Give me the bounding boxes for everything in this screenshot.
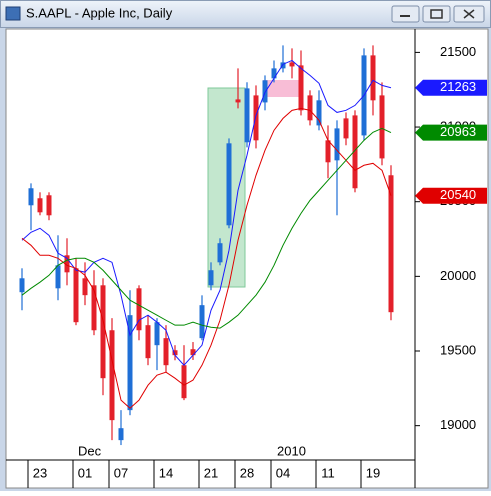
candle-body: [91, 285, 97, 331]
close-glyph: [463, 9, 475, 19]
candle-body: [325, 140, 331, 163]
maximize-button[interactable]: [422, 5, 451, 23]
candle-body: [163, 338, 169, 366]
month-label: Dec: [78, 443, 102, 458]
candle-body: [64, 255, 70, 273]
candle-body: [388, 175, 394, 313]
y-tick-label: 21500: [440, 44, 476, 59]
value-tag: [415, 187, 487, 204]
candle-body: [298, 65, 304, 111]
value-tag-label: 20963: [440, 124, 476, 139]
x-tick-label: 11: [321, 465, 335, 480]
candle-body: [316, 100, 322, 126]
value-tag: [415, 124, 487, 141]
candle-body: [109, 330, 115, 421]
y-tick-label: 19500: [440, 342, 476, 357]
window-icon: [5, 6, 21, 21]
candle-body: [118, 428, 124, 441]
x-tick-label: 21: [204, 465, 218, 480]
candle-body: [379, 95, 385, 159]
candle-body: [46, 195, 52, 216]
moving-average-line: [21, 127, 392, 329]
candle-body: [262, 80, 268, 103]
candle-body: [235, 99, 241, 103]
window-title: S.AAPL - Apple Inc, Daily: [26, 5, 173, 20]
candle-body: [253, 95, 259, 141]
x-tick-label: 23: [33, 465, 47, 480]
candle-body: [280, 62, 286, 69]
x-tick-label: 28: [240, 465, 254, 480]
candle-body: [208, 270, 214, 286]
maximize-glyph: [430, 9, 443, 19]
candle-body: [271, 68, 277, 79]
candle-body: [145, 325, 151, 359]
window-buttons[interactable]: [391, 5, 485, 23]
candle-body: [19, 278, 25, 293]
candle-body: [217, 243, 223, 263]
candle-body: [172, 350, 178, 356]
candle-body: [154, 322, 160, 346]
candle-body: [334, 128, 340, 161]
x-tick-label: 07: [114, 465, 128, 480]
x-tick-label: 04: [276, 465, 290, 480]
moving-average-line: [21, 107, 392, 409]
candle-body: [37, 198, 43, 213]
moving-average-line: [21, 59, 392, 366]
candle-body: [100, 285, 106, 379]
candle-body: [289, 62, 295, 67]
value-tag: [415, 79, 487, 96]
y-tick-label: 20000: [440, 268, 476, 283]
value-tag-label: 20540: [440, 187, 476, 202]
candle-body: [73, 268, 79, 323]
candle-body: [190, 349, 196, 356]
x-tick-label: 19: [366, 465, 380, 480]
minimize-button[interactable]: [391, 5, 420, 23]
candle-body: [307, 95, 313, 121]
candle-body: [343, 118, 349, 139]
value-tag-label: 21263: [440, 79, 476, 94]
x-tick-label: 01: [78, 465, 92, 480]
candle-body: [199, 305, 205, 339]
candle-body: [55, 265, 61, 289]
highlight-box: [263, 80, 302, 97]
candle-body: [352, 115, 358, 189]
candle-body: [370, 55, 376, 101]
candle-body: [28, 188, 34, 206]
candle-body: [82, 278, 88, 296]
candle-body: [226, 143, 232, 226]
candle-body: [181, 365, 187, 399]
plot-area: [19, 45, 394, 446]
candle-body: [127, 315, 133, 411]
x-tick-label: 14: [159, 465, 173, 480]
year-label: 2010: [277, 443, 306, 458]
y-tick-label: 19000: [440, 417, 476, 432]
candle-body: [244, 88, 250, 143]
candle-body: [136, 288, 142, 331]
